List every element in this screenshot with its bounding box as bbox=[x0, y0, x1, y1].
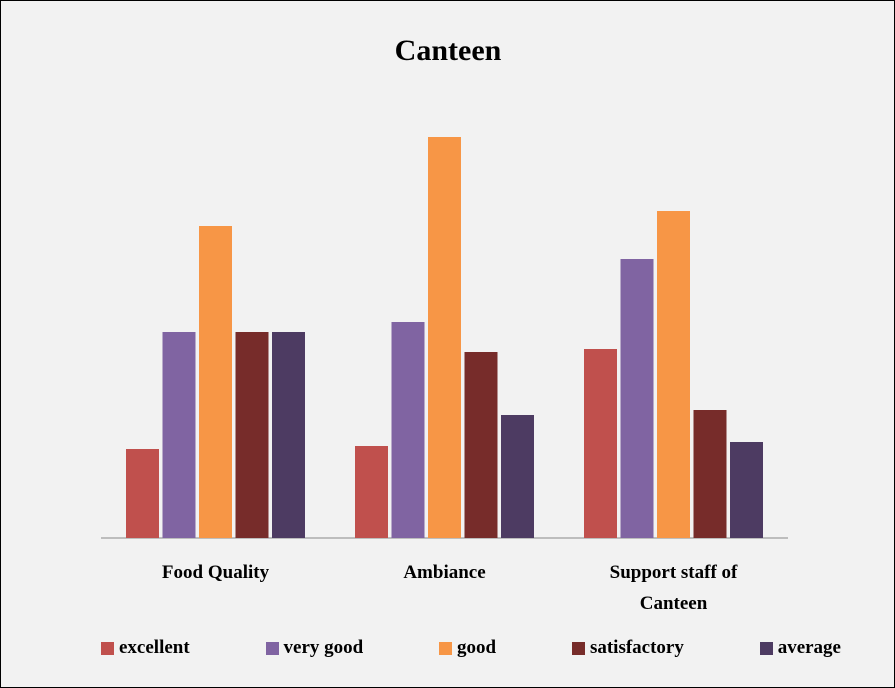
legend: excellent very good good satisfactory averag… bbox=[101, 637, 841, 659]
bar bbox=[235, 332, 269, 538]
legend-item: excellent bbox=[101, 637, 190, 659]
legend-swatch bbox=[571, 641, 585, 655]
legend-label: excellent bbox=[119, 637, 190, 658]
legend-swatch bbox=[101, 641, 114, 655]
bar bbox=[464, 352, 498, 538]
legend-swatch bbox=[439, 641, 453, 655]
chart-title: Canteen bbox=[395, 34, 502, 67]
bar bbox=[391, 322, 425, 538]
bar bbox=[620, 259, 654, 538]
legend-item: good bbox=[439, 637, 496, 659]
legend-swatch bbox=[265, 641, 279, 655]
bar bbox=[272, 332, 305, 538]
legend-item: very good bbox=[265, 637, 364, 659]
legend-label: very good bbox=[283, 637, 364, 658]
legend-item: satisfactory bbox=[571, 637, 684, 659]
legend-item: average bbox=[759, 637, 841, 659]
bar bbox=[428, 137, 461, 538]
bar bbox=[162, 332, 196, 538]
bar bbox=[355, 446, 388, 538]
bar bbox=[501, 415, 534, 538]
x-tick-label: Food Quality bbox=[161, 562, 270, 583]
bar bbox=[693, 410, 727, 538]
bar bbox=[126, 449, 159, 538]
legend-label: good bbox=[457, 637, 497, 658]
x-tick-label: Ambiance bbox=[403, 562, 486, 583]
bar bbox=[730, 442, 763, 538]
bar bbox=[657, 211, 690, 538]
x-tick-label: Support staff of Canteen bbox=[609, 562, 738, 614]
legend-swatch bbox=[759, 641, 773, 655]
bar bbox=[199, 226, 232, 538]
bar bbox=[584, 349, 617, 538]
legend-label: satisfactory bbox=[589, 637, 684, 658]
legend-label: average bbox=[777, 637, 841, 658]
